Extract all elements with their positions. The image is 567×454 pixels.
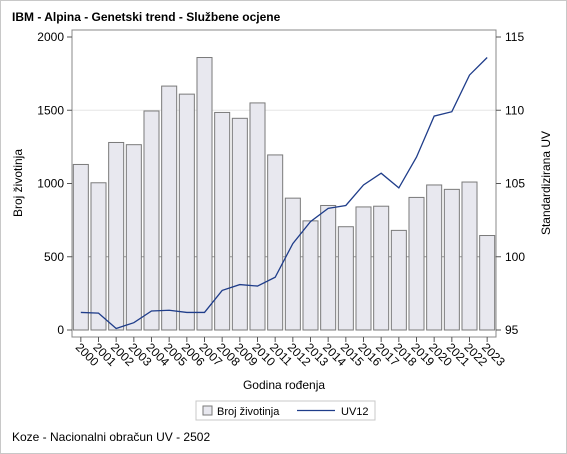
bar-2016 xyxy=(355,206,372,331)
y-tick-label: 1000 xyxy=(37,177,64,191)
y2-tick-label: 95 xyxy=(505,323,519,337)
bar-2017 xyxy=(373,205,390,331)
bar-2005 xyxy=(161,85,178,331)
y2-tick-label: 115 xyxy=(505,30,524,44)
x-axis-label: Godina rođenja xyxy=(243,378,325,392)
bar-2008 xyxy=(214,111,231,331)
legend-label-line: UV12 xyxy=(341,406,369,418)
y-tick-label: 500 xyxy=(44,250,64,264)
bar-layer xyxy=(72,57,496,331)
y-tick-label: 1500 xyxy=(37,103,64,117)
bar-2015 xyxy=(337,226,354,331)
bar-2006 xyxy=(178,93,195,331)
bar-2007 xyxy=(196,57,213,331)
bar-2003 xyxy=(125,144,142,331)
bar-2012 xyxy=(284,197,301,331)
legend-label-bar: Broj životinja xyxy=(217,406,280,418)
bar-2001 xyxy=(90,182,107,331)
legend-swatch-bar xyxy=(202,405,213,416)
y-axis-label: Broj životinja xyxy=(11,149,25,217)
chart-title: IBM - Alpina - Genetski trend - Službene… xyxy=(12,10,281,24)
y2-axis-label: Standardizirana UV xyxy=(539,131,553,235)
bar-2022 xyxy=(461,181,478,331)
bar-2021 xyxy=(443,188,460,331)
bar-2004 xyxy=(143,110,160,331)
series-line-uv12 xyxy=(80,57,488,330)
y-tick-label: 0 xyxy=(57,323,64,337)
line-layer xyxy=(80,57,488,330)
bar-2009 xyxy=(231,117,248,331)
y2-tick-label: 100 xyxy=(505,250,525,264)
bar-2002 xyxy=(108,141,125,331)
footnote: Koze - Nacionalni obračun UV - 2502 xyxy=(12,430,211,444)
y2-tick-label: 110 xyxy=(505,103,524,117)
bar-2013 xyxy=(302,220,319,331)
bar-2014 xyxy=(320,204,337,331)
bar-2000 xyxy=(72,163,89,331)
y-tick-label: 2000 xyxy=(37,30,64,44)
bar-2010 xyxy=(249,102,266,331)
axes-layer xyxy=(67,29,501,342)
bar-2020 xyxy=(426,184,443,331)
legend: Broj životinja UV12 xyxy=(195,400,376,421)
legend-box xyxy=(195,400,376,421)
y2-tick-label: 105 xyxy=(505,177,525,191)
bar-2018 xyxy=(390,229,407,331)
bar-2011 xyxy=(267,154,284,331)
bar-2019 xyxy=(408,196,425,331)
bar-2023 xyxy=(479,235,496,331)
grid-layer xyxy=(72,109,496,258)
